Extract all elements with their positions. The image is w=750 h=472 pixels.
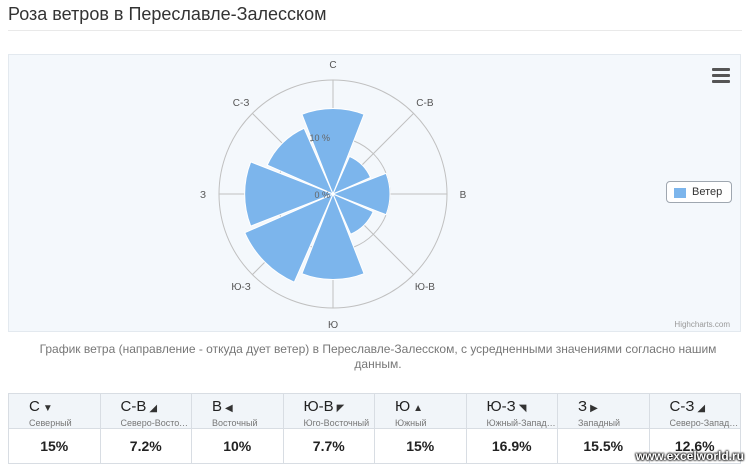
direction-value-cell: 15.5% (557, 428, 650, 464)
direction-header-cell: В ◀ Восточный (191, 393, 284, 429)
wind-bar (332, 155, 372, 195)
direction-header-cell: С ▼ Северный (8, 393, 101, 429)
wind-bar (331, 172, 391, 216)
direction-code: С (29, 398, 40, 415)
direction-name: Южный-Западный (486, 418, 557, 428)
direction-name: Юго-Восточный (303, 418, 370, 428)
direction-code: Ю (395, 398, 411, 415)
direction-code: Ю-З (486, 398, 516, 415)
radial-tick-label: 10 % (309, 133, 330, 143)
highcharts-credits-link[interactable]: Highcharts.com (674, 320, 730, 329)
category-label: З (200, 190, 206, 201)
direction-arrow-icon: ◢ (697, 403, 706, 414)
direction-value-row: 15% 7.2% 10% 7.7% 15% 16.9% 15.5% 12.6% (8, 428, 741, 464)
direction-name: Северный (29, 418, 72, 428)
wind-bar (244, 193, 334, 283)
category-label: Ю-В (415, 282, 435, 293)
direction-value-cell: 7.7% (282, 428, 375, 464)
direction-value-cell: 7.2% (99, 428, 192, 464)
chart-container: 0 % 10 % С С-В В Ю-В Ю Ю-З З С-З Ветер Highcharts… (8, 54, 741, 332)
category-label: С-З (233, 98, 250, 109)
direction-value: 10% (223, 438, 252, 454)
legend-item-wind[interactable]: Ветер (666, 181, 732, 203)
direction-arrow-icon: ◢ (149, 403, 158, 414)
category-label: В (460, 190, 467, 201)
direction-code: С-З (669, 398, 695, 415)
category-label: Ю (328, 320, 338, 331)
hamburger-menu-icon[interactable] (712, 68, 730, 84)
page-title: Роза ветров в Переславле-Залесском (8, 4, 327, 24)
direction-table: С▼СеверныйС-В◢Северо-ВосточныйВ◀Восточны… (8, 393, 741, 464)
direction-name: Восточный (212, 418, 258, 428)
direction-name: Северо-Восточный (120, 418, 191, 428)
direction-arrow-icon: ◥ (518, 403, 527, 414)
wind-bar (266, 127, 334, 195)
direction-value: 15% (406, 438, 435, 454)
wind-bar (332, 193, 374, 235)
wind-rose-chart: 0 % 10 % С С-В В Ю-В Ю Ю-З З С-З (200, 60, 467, 331)
direction-value-cell: 12.6% (648, 428, 741, 464)
wind-bar (301, 108, 365, 196)
category-label: С-В (416, 98, 434, 109)
direction-header-cell: Ю ▲ Южный (374, 393, 467, 429)
direction-code: В (212, 398, 223, 415)
direction-name: Западный (578, 418, 621, 428)
direction-value-cell: 15% (374, 428, 467, 464)
site-watermark: www.excelworld.ru (635, 449, 744, 463)
direction-arrow-icon: ◤ (336, 403, 345, 414)
direction-arrow-icon: ▶ (590, 403, 598, 414)
direction-arrow-icon: ◀ (225, 403, 233, 414)
category-label: С (329, 60, 336, 71)
direction-header-cell: С-З ◢ Северо-Западный (648, 393, 741, 429)
direction-header-cell: Ю-В ◤ Юго-Восточный (282, 393, 375, 429)
direction-code: Ю-В (303, 398, 334, 415)
direction-arrow-icon: ▲ (413, 403, 424, 414)
legend-label: Ветер (692, 186, 723, 198)
direction-value: 7.7% (312, 438, 345, 454)
direction-header-cell: Ю-З ◥ Южный-Западный (465, 393, 558, 429)
direction-value: 16.9% (491, 438, 532, 454)
direction-arrow-icon: ▼ (42, 403, 53, 414)
direction-value-cell: 15% (8, 428, 101, 464)
direction-header-cell: З ▶ Западный (557, 393, 650, 429)
direction-value: 7.2% (129, 438, 162, 454)
category-label: Ю-З (231, 282, 250, 293)
direction-header-row: С▼СеверныйС-В◢Северо-ВосточныйВ◀Восточны… (8, 393, 741, 429)
direction-value-cell: 10% (191, 428, 284, 464)
wind-bar (244, 161, 335, 227)
wind-bar (301, 192, 365, 280)
direction-value: 15% (40, 438, 69, 454)
direction-header-cell: С-В◢ Северо-Восточный (99, 393, 192, 429)
legend-swatch (674, 188, 686, 198)
direction-value: 12.6% (674, 438, 715, 454)
direction-code: С-В (120, 398, 147, 415)
direction-value-cell: 16.9% (465, 428, 558, 464)
direction-name: Северо-Западный (669, 418, 740, 428)
chart-caption: График ветра (направление - откуда дует … (39, 342, 717, 371)
radial-tick-label: 0 % (314, 190, 330, 200)
direction-value: 15.5% (583, 438, 624, 454)
direction-name: Южный (395, 418, 427, 428)
direction-code: З (578, 398, 588, 415)
title-divider (8, 30, 742, 31)
